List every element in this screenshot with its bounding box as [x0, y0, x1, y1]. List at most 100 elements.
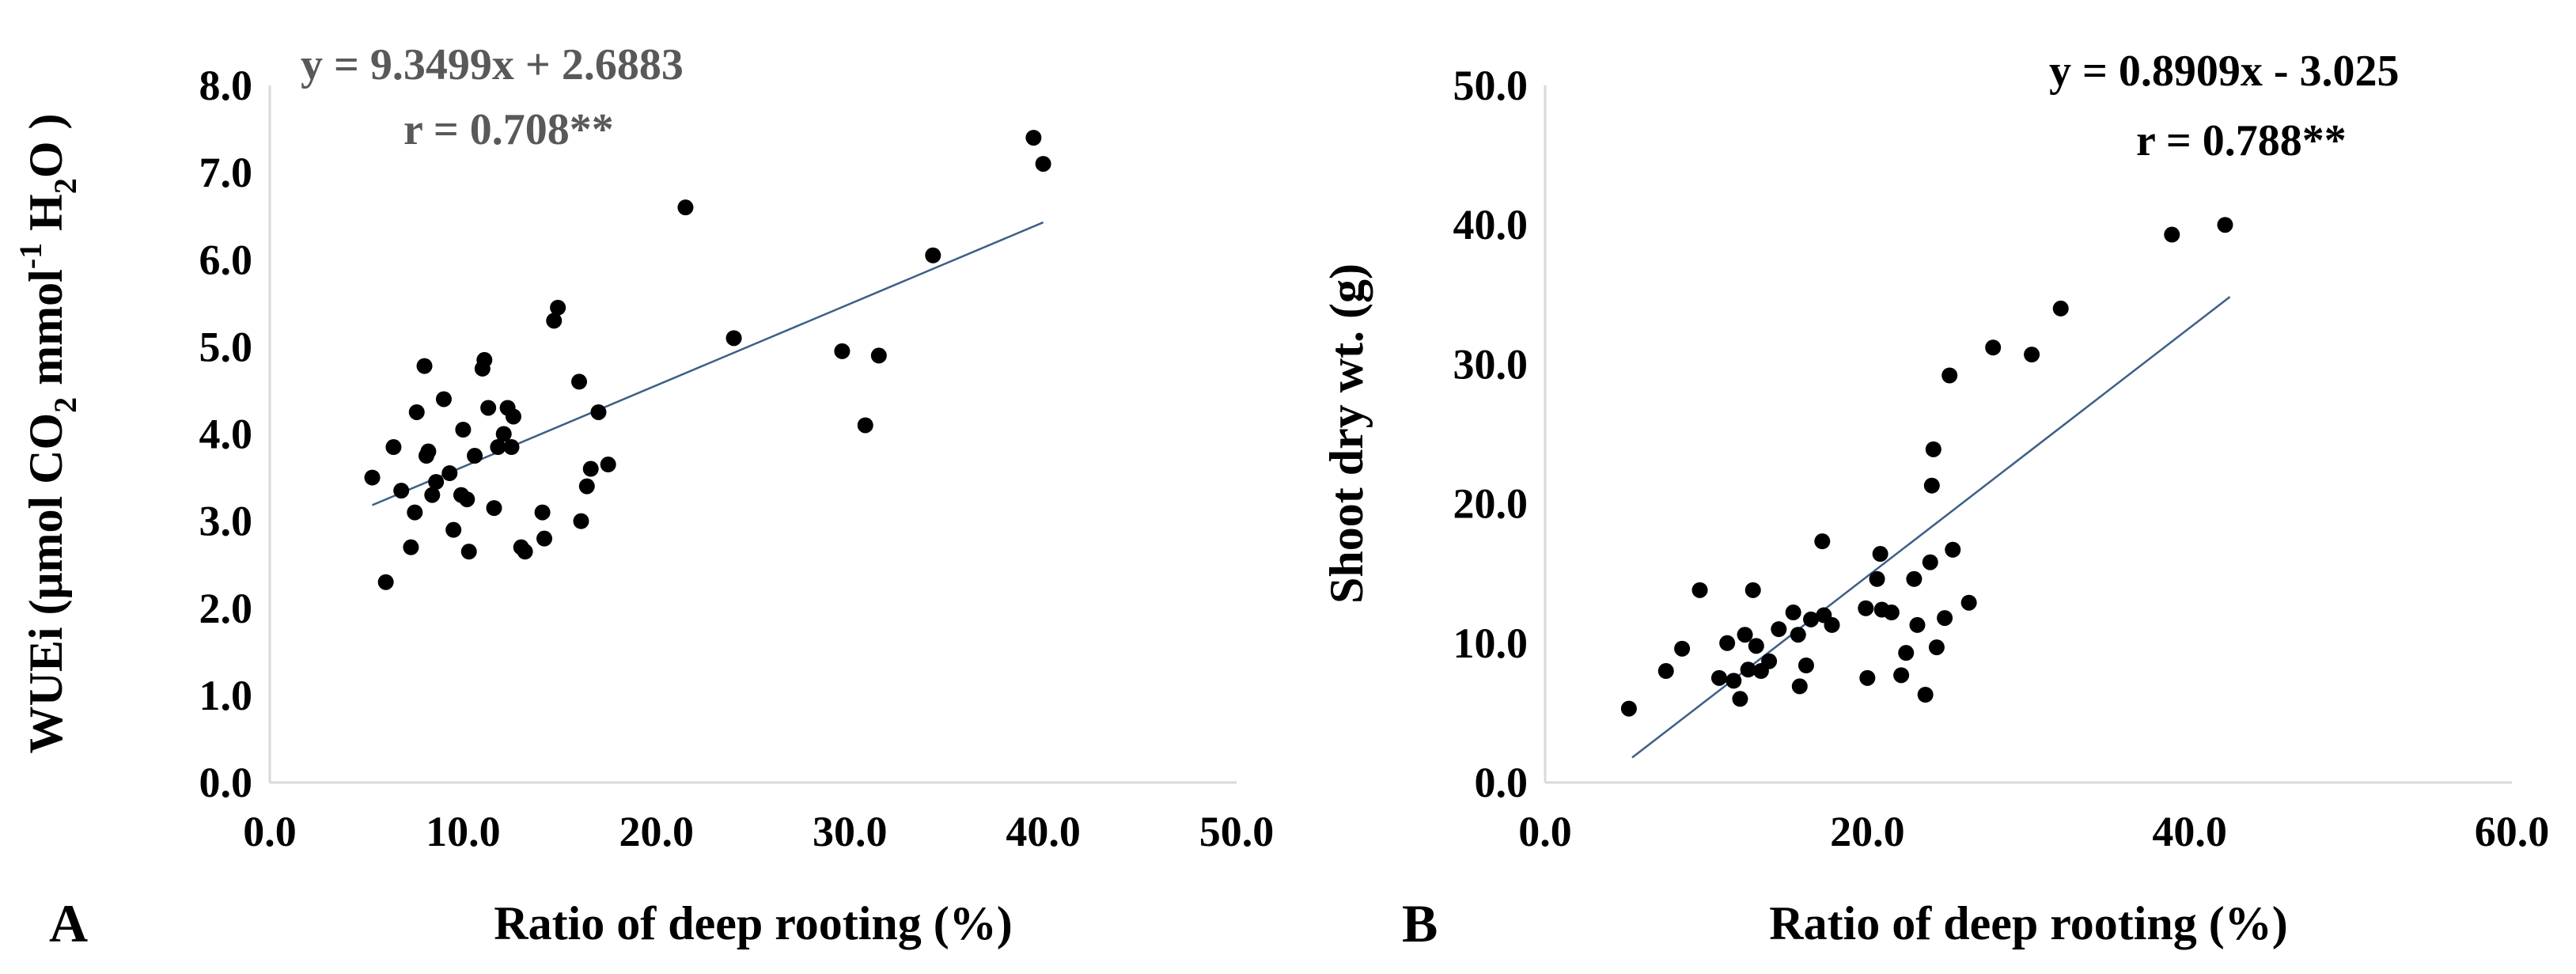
panel-a-y-tick-label: 0.0 — [199, 759, 253, 806]
panel-b-data-point — [1761, 653, 1778, 669]
panel-b-data-point — [1941, 367, 1958, 384]
panel-a-data-point — [445, 521, 462, 538]
panel-a-data-point — [870, 347, 887, 364]
panel-a-x-tick-label: 40.0 — [1006, 808, 1081, 855]
panel-b-data-point — [1945, 541, 1961, 558]
panel-b-data-point — [2024, 347, 2040, 363]
panel-a-letter: A — [49, 893, 88, 953]
panel-b-chart: 0.010.020.030.040.050.0 0.0 20.0 40.0 60.0 … — [1320, 47, 2549, 953]
panel-a-data-point — [377, 574, 394, 590]
panel-b-x-tick-label: 60.0 — [2475, 808, 2550, 855]
panel-b-data-point — [1719, 635, 1736, 651]
panel-a-data-point — [578, 478, 595, 495]
panel-a-data-point — [1025, 130, 1042, 146]
panel-a-data-point — [467, 448, 483, 464]
panel-a-y-axis-label: WUEi (μmol CO2 mmol-1 H2O ) — [13, 114, 83, 754]
panel-b-data-point — [1803, 611, 1820, 627]
panel-a-data-point — [571, 373, 588, 390]
panel-a-x-tick-label: 0.0 — [243, 808, 297, 855]
panel-a-data-point — [534, 504, 551, 521]
panel-b-y-tick-label: 10.0 — [1453, 620, 1529, 667]
panel-b-letter: B — [1402, 893, 1438, 953]
panel-a-data-point — [582, 460, 599, 477]
panel-b-y-tick-label: 0.0 — [1475, 759, 1529, 806]
panel-a-data-point — [420, 443, 437, 460]
panel-a-data-point — [476, 351, 493, 368]
panel-b-data-point — [1872, 546, 1888, 563]
panel-a-data-point — [441, 465, 458, 482]
panel-b-data-point — [1726, 673, 1742, 689]
panel-b-data-point — [1883, 604, 1900, 621]
panel-a-y-tick-label: 5.0 — [199, 323, 253, 370]
panel-a-data-point — [505, 408, 521, 425]
panel-a-data-point — [403, 539, 419, 555]
panel-b-data-point — [1814, 533, 1831, 550]
panel-a-x-tick-label: 10.0 — [426, 808, 501, 855]
panel-b-data-point — [1791, 678, 1808, 695]
panel-b-data-point — [1937, 610, 1953, 627]
panel-b-data-point — [1928, 639, 1945, 656]
panel-b-data-point — [1925, 441, 1941, 457]
panel-a-data-point — [834, 343, 850, 359]
panel-a-data-point — [424, 487, 441, 503]
panel-a-data-point — [536, 530, 553, 547]
panel-b-data-point — [1824, 616, 1840, 633]
panel-b-data-point — [1691, 582, 1708, 598]
panel-b-data-point — [1922, 554, 1938, 570]
panel-a-data-point — [407, 504, 423, 521]
panel-b-y-tick-label: 40.0 — [1453, 201, 1529, 248]
panel-a-x-tick-label: 50.0 — [1199, 808, 1275, 855]
panel-b-y-tick-label: 30.0 — [1453, 340, 1529, 388]
panel-b-data-point — [1748, 638, 1764, 654]
panel-b-data-point — [1858, 600, 1874, 616]
panel-a-data-point — [455, 421, 472, 438]
panel-a-y-tick-label: 8.0 — [199, 62, 253, 109]
panel-b-data-point — [1960, 594, 1977, 611]
panel-a-data-point — [495, 426, 512, 442]
panel-a-data-point — [428, 474, 445, 491]
panel-a-y-tick-label: 4.0 — [199, 411, 253, 458]
panel-a-data-point — [725, 330, 742, 347]
panel-b-data-point — [1790, 627, 1806, 643]
panel-a-data-point — [486, 500, 502, 517]
panel-b-data-point — [1710, 669, 1727, 686]
panel-b-data-point — [1898, 645, 1915, 661]
panel-a-data-point — [385, 439, 402, 456]
panel-a-data-point — [416, 358, 433, 374]
panel-a-data-point — [677, 199, 694, 216]
panel-b-data-point — [1909, 616, 1926, 633]
panel-a-data-point — [573, 513, 589, 529]
panel-b-x-axis-label: Ratio of deep rooting (%) — [1769, 897, 2288, 949]
panel-b-data-point — [1798, 657, 1814, 673]
panel-b-data-point — [1620, 700, 1637, 717]
panel-b-data-point — [2052, 300, 2069, 316]
panel-a-data-point — [1035, 156, 1051, 172]
panel-b-y-tick-label: 20.0 — [1453, 480, 1529, 528]
panel-a-data-point — [925, 247, 941, 263]
panel-b-data-point — [1869, 570, 1885, 587]
panel-a-data-point — [393, 483, 410, 499]
panel-b-data-point — [1657, 663, 1674, 680]
panel-a-x-tick-label: 20.0 — [619, 808, 695, 855]
panel-b-data-point — [1737, 627, 1753, 643]
panel-b-data-point — [1923, 477, 1940, 494]
panel-b-x-tick-label: 20.0 — [1830, 808, 1905, 855]
panel-a-data-point — [435, 391, 452, 407]
panel-a-equation: y = 9.3499x + 2.6883 — [301, 40, 684, 89]
panel-a-data-point — [459, 491, 475, 508]
panel-a-y-tick-label: 2.0 — [199, 585, 253, 632]
panel-b-data-point — [1985, 339, 2002, 356]
panel-b-x-tick-label: 0.0 — [1518, 808, 1572, 855]
panel-a-data-point — [364, 469, 381, 486]
panel-b-data-point — [1674, 640, 1691, 657]
panel-b-data-point — [1917, 686, 1934, 703]
panel-a-data-point — [590, 404, 607, 420]
panel-a-data-point — [600, 457, 616, 473]
panel-a-trendline — [372, 221, 1044, 506]
panel-a-y-tick-label: 1.0 — [199, 672, 253, 719]
panel-b-equation: y = 0.8909x - 3.025 — [2049, 47, 2400, 96]
panel-b-data-point — [2217, 217, 2233, 233]
panel-a-data-point — [408, 404, 425, 420]
panel-a-chart: 0.0 1.0 2.0 3.0 4.0 5.0 6.0 7.0 8.0 0.0 10.0 20.0 3… — [13, 40, 1274, 953]
panel-b-data-point — [1740, 661, 1756, 678]
